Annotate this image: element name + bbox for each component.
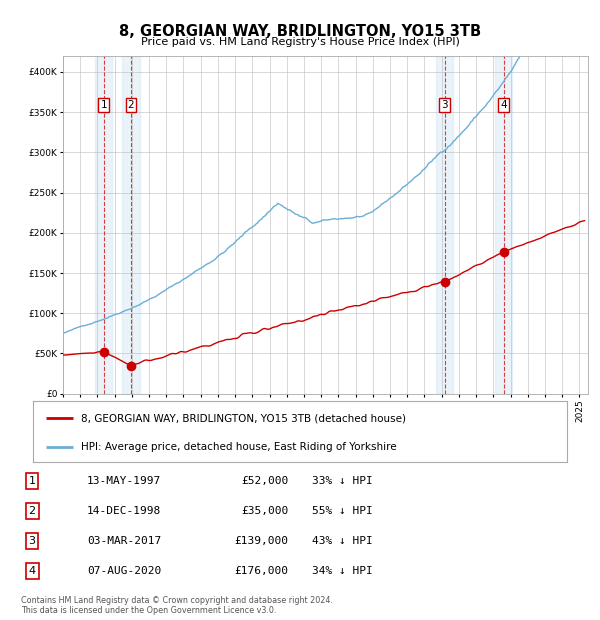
Text: 55% ↓ HPI: 55% ↓ HPI bbox=[311, 506, 372, 516]
Text: 13-MAY-1997: 13-MAY-1997 bbox=[87, 476, 161, 486]
Text: 8, GEORGIAN WAY, BRIDLINGTON, YO15 3TB: 8, GEORGIAN WAY, BRIDLINGTON, YO15 3TB bbox=[119, 24, 481, 38]
Text: 43% ↓ HPI: 43% ↓ HPI bbox=[311, 536, 372, 546]
Text: £176,000: £176,000 bbox=[235, 566, 289, 576]
Text: Contains HM Land Registry data © Crown copyright and database right 2024.
This d: Contains HM Land Registry data © Crown c… bbox=[21, 596, 333, 615]
Text: 1: 1 bbox=[29, 476, 35, 486]
Bar bbox=[436, 56, 453, 394]
Text: 3: 3 bbox=[442, 100, 448, 110]
Text: 1: 1 bbox=[100, 100, 107, 110]
Text: 4: 4 bbox=[500, 100, 507, 110]
Text: 2: 2 bbox=[29, 506, 36, 516]
Bar bbox=[95, 56, 112, 394]
Text: 34% ↓ HPI: 34% ↓ HPI bbox=[311, 566, 372, 576]
Text: £139,000: £139,000 bbox=[235, 536, 289, 546]
Bar bbox=[495, 56, 512, 394]
Text: 3: 3 bbox=[29, 536, 35, 546]
Bar bbox=[122, 56, 140, 394]
Text: 8, GEORGIAN WAY, BRIDLINGTON, YO15 3TB (detached house): 8, GEORGIAN WAY, BRIDLINGTON, YO15 3TB (… bbox=[81, 413, 406, 423]
Text: 07-AUG-2020: 07-AUG-2020 bbox=[87, 566, 161, 576]
Text: £35,000: £35,000 bbox=[241, 506, 289, 516]
Text: 2: 2 bbox=[128, 100, 134, 110]
Text: 03-MAR-2017: 03-MAR-2017 bbox=[87, 536, 161, 546]
Text: 33% ↓ HPI: 33% ↓ HPI bbox=[311, 476, 372, 486]
Text: HPI: Average price, detached house, East Riding of Yorkshire: HPI: Average price, detached house, East… bbox=[81, 441, 397, 452]
Text: 14-DEC-1998: 14-DEC-1998 bbox=[87, 506, 161, 516]
Text: Price paid vs. HM Land Registry's House Price Index (HPI): Price paid vs. HM Land Registry's House … bbox=[140, 37, 460, 47]
Text: £52,000: £52,000 bbox=[241, 476, 289, 486]
Text: 4: 4 bbox=[29, 566, 36, 576]
